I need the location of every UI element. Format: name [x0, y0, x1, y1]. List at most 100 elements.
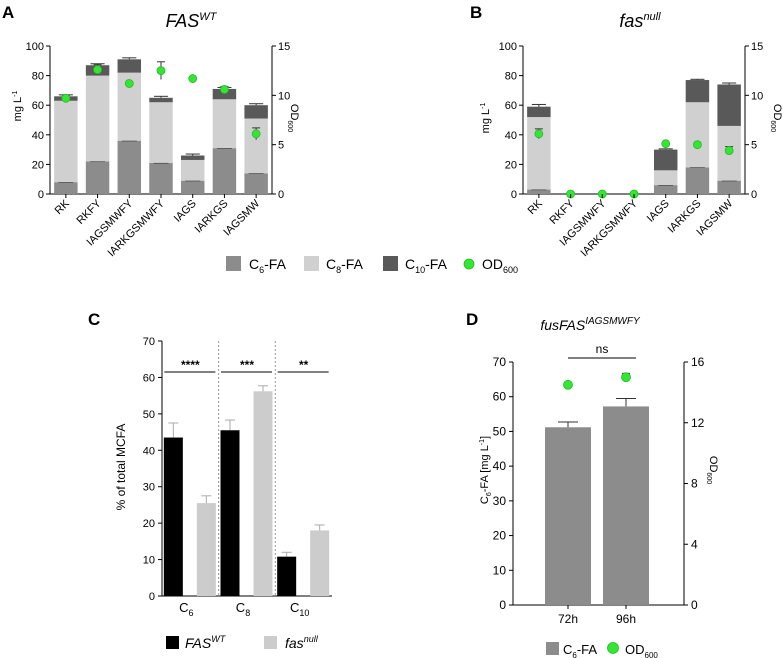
x-tick-label: IAGS	[172, 198, 199, 225]
od600-point	[61, 93, 71, 103]
y-tick-label: 50	[493, 424, 507, 438]
panel-d-ylabel-right: OD600	[705, 456, 719, 484]
bar-c6-fa	[85, 161, 110, 194]
bar-c6-fa	[545, 427, 591, 605]
bar-c6-fa	[54, 182, 78, 194]
bar-c6-fa	[244, 173, 268, 194]
y2-tick-label: 8	[691, 477, 698, 491]
y-tick-label: 70	[143, 336, 155, 348]
y-tick-label: 30	[493, 494, 507, 508]
od600-point	[534, 129, 544, 139]
y-tick-label: 100	[26, 41, 44, 53]
panel-d-title: fusFASIAGSMWFY	[540, 316, 641, 333]
bar-fas-wt	[220, 430, 240, 596]
legend-c10-swatch	[383, 256, 398, 271]
bar-c6-fa	[527, 189, 551, 194]
legend-d-c6-label: C6-FA	[563, 642, 597, 658]
legend-c8-label: C8-FA	[326, 256, 364, 275]
panel-a-ylabel-right: OD600	[286, 104, 300, 132]
panel-b-letter: B	[470, 3, 482, 22]
y-tick-label: 0	[499, 598, 506, 612]
bar-c10-fa	[527, 106, 551, 118]
panel-b: B fasnull mg L-1 OD600 0 20 40 60 80 100 0 5 10 1…	[470, 3, 783, 259]
legend-od-marker	[463, 258, 475, 270]
x-tick-label: IARKGSMWFY	[105, 197, 167, 259]
bar-c10-fa	[117, 59, 142, 73]
bar-c10-fa	[685, 80, 710, 103]
x-tick-label: IARKGSMWFY	[578, 197, 640, 259]
od600-point	[251, 129, 261, 139]
y-tick-label: 10	[493, 563, 507, 577]
y2-tick-label: 5	[751, 140, 757, 152]
x-tick-label: RKFY	[74, 197, 104, 227]
y2-tick-label: 10	[278, 90, 290, 102]
legend-c6-swatch	[226, 256, 241, 271]
panel-c-plot: 0 10 20 30 40 50 60 70 **** C6 *** C8 ** C10	[143, 336, 332, 618]
bar-c8-fa	[149, 102, 173, 163]
panel-a-ylabel-left: mg L-1	[12, 91, 24, 122]
y-tick-label: 80	[32, 71, 44, 83]
significance-label: ns	[596, 342, 609, 356]
y2-tick-label: 10	[751, 90, 763, 102]
bar-c10-fa	[180, 155, 205, 160]
significance-label: ****	[181, 358, 200, 372]
y2-tick-label: 16	[691, 355, 705, 369]
panel-a-title: FASWT	[166, 11, 218, 31]
legend-c-wt-label: FASWT	[185, 634, 227, 651]
od600-point	[563, 379, 573, 390]
panel-a-letter: A	[2, 3, 14, 22]
y2-tick-label: 12	[691, 416, 705, 430]
y-tick-label: 40	[32, 130, 44, 142]
significance-label: ***	[240, 358, 254, 372]
y-tick-label: 0	[511, 189, 517, 201]
x-tick-label: IAGS	[645, 198, 672, 225]
panel-c-ylabel: % of total MCFA	[114, 424, 128, 511]
x-tick-label: C10	[290, 600, 309, 618]
bar-c8-fa	[685, 102, 710, 168]
bar-fas-wt	[163, 437, 183, 596]
bar-c6-fa	[603, 406, 649, 605]
y-tick-label: 20	[505, 159, 517, 171]
y2-tick-label: 15	[751, 41, 763, 53]
panel-d: D fusFASIAGSMWFY C6-FA [mg L-1] OD600 0 1…	[466, 310, 719, 658]
od600-point	[188, 74, 198, 83]
y2-tick-label: 0	[278, 189, 284, 201]
y-tick-label: 60	[143, 372, 155, 384]
y-tick-label: 20	[143, 518, 155, 530]
legend-c6-label: C6-FA	[249, 256, 287, 275]
y-tick-label: 60	[32, 100, 44, 112]
y2-tick-label: 15	[278, 41, 290, 53]
y-tick-label: 20	[32, 159, 44, 171]
x-tick-label: C6	[179, 600, 193, 618]
od600-point	[220, 85, 229, 94]
y2-tick-label: 0	[751, 189, 757, 201]
y-tick-label: 100	[499, 41, 517, 53]
bar-c8-fa	[180, 159, 205, 181]
y-tick-label: 40	[493, 459, 507, 473]
od600-point	[621, 372, 631, 383]
y-tick-label: 70	[493, 355, 507, 369]
bar-c8-fa	[54, 100, 78, 183]
panel-b-title: fasnull	[619, 11, 661, 31]
bar-c10-fa	[244, 105, 268, 119]
x-tick-label: RK	[53, 197, 73, 217]
x-tick-label: RK	[526, 197, 546, 217]
bar-c10-fa	[149, 97, 173, 103]
bar-c8-fa	[653, 170, 678, 186]
bar-c6-fa	[685, 167, 710, 194]
od600-point	[124, 79, 134, 88]
od600-point	[156, 66, 166, 76]
panel-a: A FASWT mg L-1 OD600 0 20 40 60 80 100 0 5 10 15 R…	[2, 3, 300, 259]
y-tick-label: 40	[143, 445, 155, 457]
od600-point	[661, 139, 671, 149]
bar-c8-fa	[117, 72, 142, 141]
panel-d-plot: 0 10 20 30 40 50 60 70 0 4 8 12 16 72h 96h ns	[493, 342, 705, 626]
bar-c6-fa	[717, 180, 741, 194]
bar-c6-fa	[653, 185, 678, 194]
legend-c-wt-swatch	[166, 636, 179, 649]
bar-fas-wt	[277, 556, 297, 596]
panel-c: C % of total MCFA 0 10 20 30 40 50 60 70 **** C6 *…	[88, 310, 332, 651]
bar-c8-fa	[527, 117, 551, 190]
y-tick-label: 40	[505, 130, 517, 142]
